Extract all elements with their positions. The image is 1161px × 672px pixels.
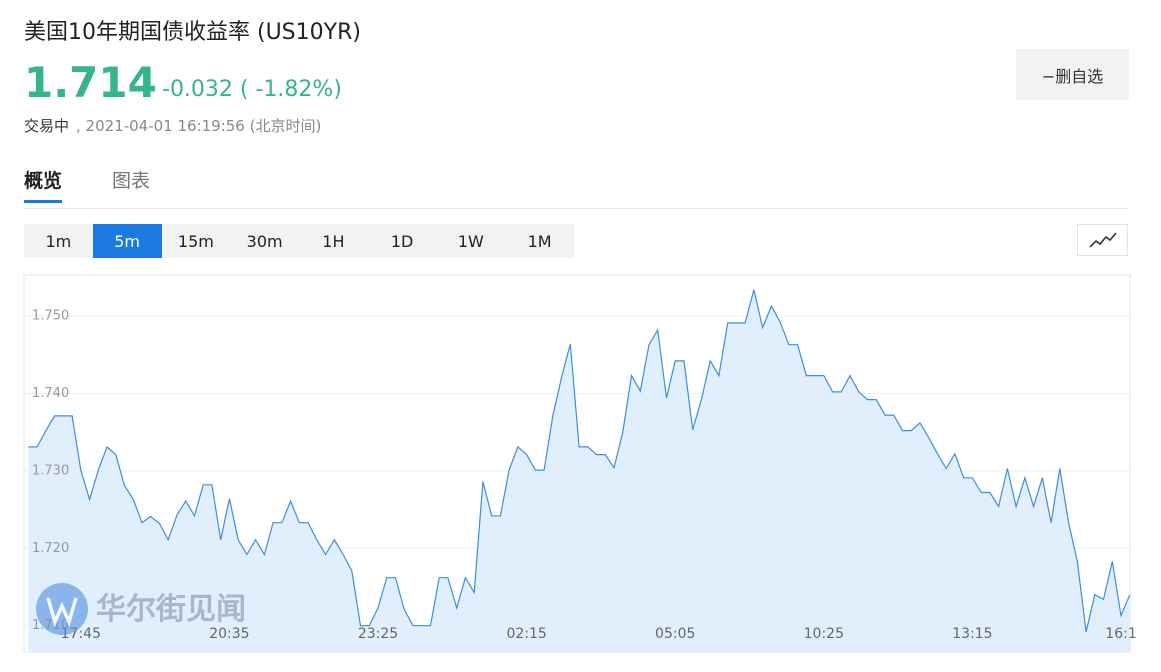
x-tick-label: 23:25 — [358, 626, 398, 642]
tab[interactable]: 图表 — [112, 170, 151, 192]
price: 1.714 — [24, 58, 157, 107]
watermark-text: 华尔街见闻 — [96, 592, 246, 627]
change: -0.032 ( -1.82%) — [162, 77, 342, 102]
line-icon — [1089, 232, 1117, 248]
interval-button[interactable]: 5m — [92, 224, 162, 258]
interval-button[interactable]: 1W — [457, 231, 484, 251]
interval-button[interactable]: 15m — [177, 231, 214, 251]
interval-bar: 1m 5m 15m 30m 1H 1D 1W 1M — [24, 224, 574, 258]
interval-button[interactable]: 1m — [45, 231, 72, 251]
price-line — [28, 289, 1131, 633]
separator — [24, 208, 1129, 209]
title: 美国10年期国债收益率 (US10YR) — [24, 20, 361, 45]
chart-type-button[interactable] — [1077, 224, 1128, 256]
y-tick-label: 1.730 — [32, 463, 69, 478]
timestamp: , 2021-04-01 16:19:56 (北京时间) — [76, 117, 322, 135]
status: 交易中 — [24, 117, 70, 135]
x-tick-label: 02:15 — [506, 626, 546, 642]
y-tick-label: 1.720 — [32, 541, 69, 556]
interval-button[interactable]: 1H — [322, 231, 345, 251]
y-tick-label: 1.740 — [32, 386, 69, 401]
x-tick-label: 16:1 — [1105, 626, 1136, 642]
interval-button[interactable]: 1D — [390, 231, 414, 251]
x-tick-label: 05:05 — [655, 626, 695, 642]
watchlist-button[interactable]: −删自选 — [1016, 49, 1129, 100]
x-tick-label: 20:35 — [209, 626, 249, 642]
x-tick-label: 10:25 — [804, 626, 844, 642]
watermark-w — [46, 597, 78, 628]
x-tick-label: 13:15 — [952, 626, 992, 642]
tab[interactable]: 概览 — [24, 166, 63, 203]
interval-button[interactable]: 30m — [246, 231, 283, 251]
area-fill — [28, 289, 1130, 652]
interval-button[interactable]: 1M — [527, 231, 552, 251]
y-tick-label: 1.750 — [32, 309, 69, 324]
tabs: 概览 图表 — [24, 166, 150, 203]
